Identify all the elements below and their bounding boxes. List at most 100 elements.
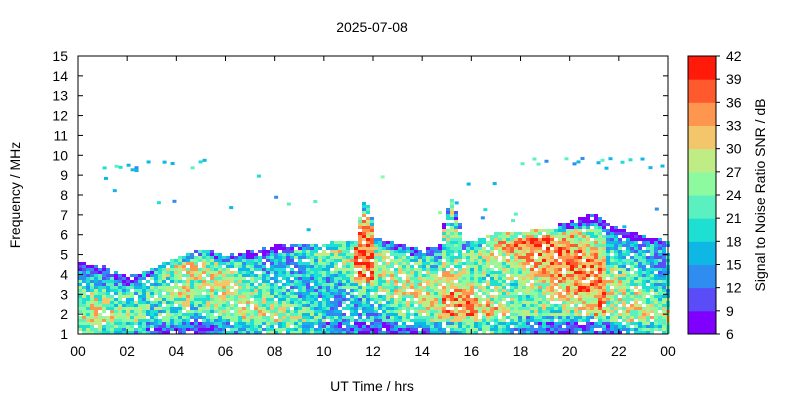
heatmap-cell (110, 325, 114, 328)
heatmap-cell (154, 298, 158, 301)
heatmap-cell (434, 298, 438, 301)
heatmap-cell (662, 310, 666, 313)
heatmap-cell (558, 298, 562, 301)
heatmap-cell (434, 322, 438, 325)
heatmap-cell (270, 271, 274, 274)
heatmap-cell (454, 247, 458, 250)
heatmap-cell (82, 295, 86, 298)
heatmap-cell (342, 316, 346, 319)
heatmap-cell (662, 301, 666, 304)
heatmap-cell (398, 295, 402, 298)
heatmap-cell (618, 289, 622, 292)
heatmap-cell (138, 283, 142, 286)
heatmap-cell (594, 292, 598, 295)
heatmap-cell (594, 253, 598, 256)
heatmap-cell (578, 298, 582, 301)
heatmap-cell (470, 283, 474, 286)
heatmap-cell (434, 316, 438, 319)
heatmap-cell (110, 298, 114, 301)
heatmap-cell (482, 286, 486, 289)
colorbar-tick-label: 15 (726, 257, 742, 273)
heatmap-cell (634, 271, 638, 274)
heatmap-cell (598, 304, 602, 307)
heatmap-cell (422, 265, 426, 268)
heatmap-cell (318, 253, 322, 256)
heatmap-cell (274, 319, 278, 322)
heatmap-cell (554, 235, 558, 238)
heatmap-cell (450, 295, 454, 298)
heatmap-cell (594, 241, 598, 244)
heatmap-cell (586, 226, 590, 229)
heatmap-cell (582, 331, 586, 334)
heatmap-cell (314, 331, 318, 334)
heatmap-cell (298, 253, 302, 256)
heatmap-cell (606, 238, 610, 241)
heatmap-cell (358, 283, 362, 286)
heatmap-cell (338, 289, 342, 292)
heatmap-cell (322, 292, 326, 295)
heatmap-cell (442, 271, 446, 274)
heatmap-cell (214, 268, 218, 271)
heatmap-cell (114, 289, 118, 292)
heatmap-cell (542, 298, 546, 301)
heatmap-cell (126, 301, 130, 304)
heatmap-cell (122, 277, 126, 280)
heatmap-cell (474, 304, 478, 307)
heatmap-cell (322, 250, 326, 253)
heatmap-cell (442, 247, 446, 250)
heatmap-cell (522, 277, 526, 280)
heatmap-cell (646, 307, 650, 310)
heatmap-cell (394, 331, 398, 334)
heatmap-cell (346, 268, 350, 271)
heatmap-cell (158, 331, 162, 334)
heatmap-cell (554, 283, 558, 286)
heatmap-cell (342, 319, 346, 322)
heatmap-cell (218, 259, 222, 262)
heatmap-cell (570, 295, 574, 298)
heatmap-cell (522, 310, 526, 313)
heatmap-cell (406, 280, 410, 283)
heatmap-cell (326, 244, 330, 247)
heatmap-cell (510, 238, 514, 241)
heatmap-cell (246, 328, 250, 331)
heatmap-cell (102, 289, 106, 292)
heatmap-cell (538, 310, 542, 313)
heatmap-cell (418, 325, 422, 328)
heatmap-cell (438, 265, 442, 268)
heatmap-cell (558, 274, 562, 277)
heatmap-cell (474, 307, 478, 310)
heatmap-cell (238, 328, 242, 331)
heatmap-cell (450, 253, 454, 256)
heatmap-cell (546, 316, 550, 319)
heatmap-cell (590, 253, 594, 256)
heatmap-cell (90, 304, 94, 307)
heatmap-cell (650, 301, 654, 304)
heatmap-cell (306, 280, 310, 283)
heatmap-cell (338, 241, 342, 244)
heatmap-cell (314, 283, 318, 286)
heatmap-cell (490, 331, 494, 334)
heatmap-cell (630, 295, 634, 298)
heatmap-cell (138, 274, 142, 277)
heatmap-cell (174, 298, 178, 301)
heatmap-cell (126, 331, 130, 334)
heatmap-cell (222, 280, 226, 283)
heatmap-cell (430, 316, 434, 319)
heatmap-cell (594, 313, 598, 316)
heatmap-cell (502, 307, 506, 310)
heatmap-cell (410, 307, 414, 310)
heatmap-cell (502, 256, 506, 259)
heatmap-cell (342, 322, 346, 325)
heatmap-cell (658, 322, 662, 325)
heatmap-cell (538, 283, 542, 286)
heatmap-cell (182, 259, 186, 262)
heatmap-cell (282, 301, 286, 304)
heatmap-cell (378, 283, 382, 286)
heatmap-cell (462, 304, 466, 307)
heatmap-cell (310, 322, 314, 325)
heatmap-cell (330, 286, 334, 289)
heatmap-cell (254, 289, 258, 292)
y-tick-label: 13 (52, 88, 68, 104)
heatmap-cell (142, 304, 146, 307)
heatmap-cell (454, 244, 458, 247)
